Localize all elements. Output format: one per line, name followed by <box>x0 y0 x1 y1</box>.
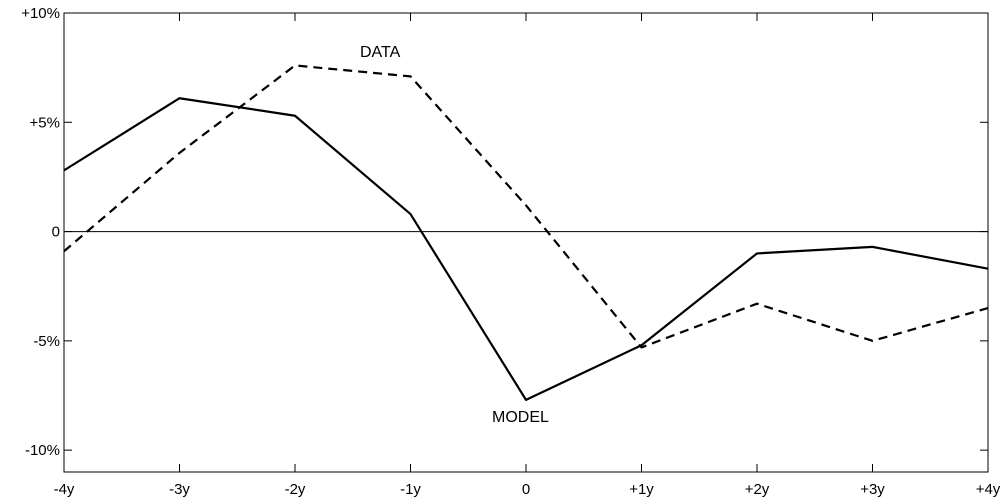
x-tick-label: -4y <box>54 481 75 498</box>
x-tick-label: +3y <box>860 481 885 498</box>
series-data-line <box>63 64 989 349</box>
x-tick-label: +4y <box>976 481 1001 498</box>
series-lines <box>63 64 989 401</box>
x-tick-label: -2y <box>285 481 306 498</box>
y-tick-label: +5% <box>30 114 60 131</box>
x-tick-label: -1y <box>400 481 421 498</box>
y-tick-label: -5% <box>33 333 60 350</box>
annotation-data: DATA <box>360 44 401 61</box>
x-tick-label: -3y <box>169 481 190 498</box>
tick-labels: -4y -3y -2y -1y 0 +1y +2y +3y +4y +10% +5% 0 -5% -10% <box>21 5 1001 498</box>
annotation-model: MODEL <box>492 409 549 426</box>
y-tick-label: 0 <box>52 224 60 241</box>
y-tick-label: -10% <box>25 442 60 459</box>
y-tick-label: +10% <box>21 5 60 22</box>
annotations: DATA MODEL <box>360 44 549 426</box>
x-tick-label: 0 <box>522 481 530 498</box>
x-tick-label: +2y <box>745 481 770 498</box>
x-tick-label: +1y <box>629 481 654 498</box>
plot-area <box>63 12 989 473</box>
series-model-line <box>63 97 989 401</box>
